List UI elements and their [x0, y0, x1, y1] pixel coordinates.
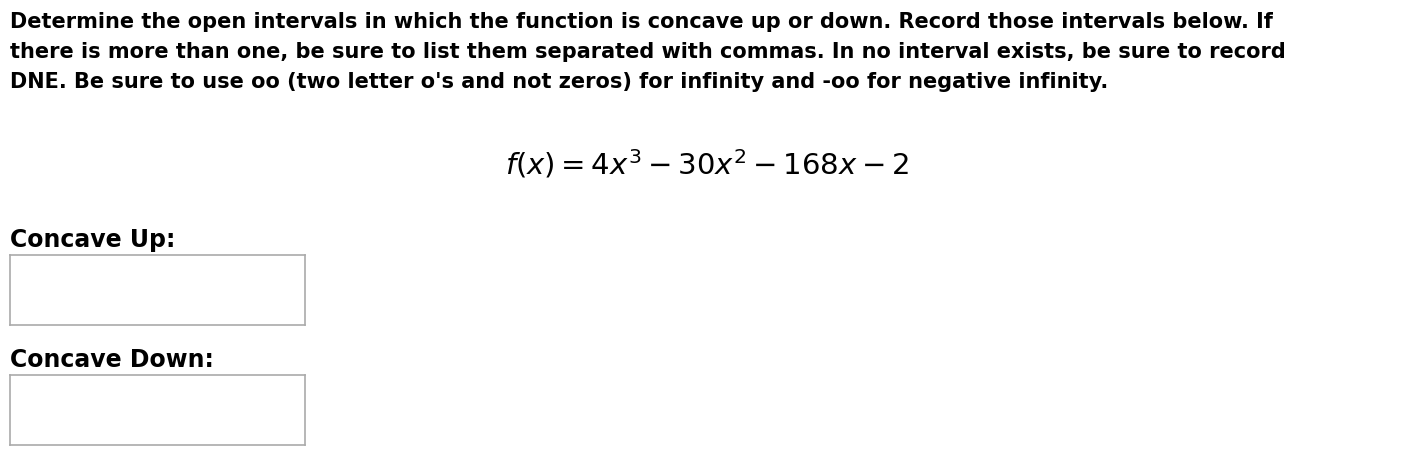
- Text: there is more than one, be sure to list them separated with commas. In no interv: there is more than one, be sure to list …: [10, 42, 1285, 62]
- Text: $f(x) = 4x^3 - 30x^2 - 168x - 2$: $f(x) = 4x^3 - 30x^2 - 168x - 2$: [505, 148, 909, 181]
- Text: Determine the open intervals in which the function is concave up or down. Record: Determine the open intervals in which th…: [10, 12, 1273, 32]
- Text: Concave Up:: Concave Up:: [10, 228, 175, 252]
- Text: Concave Down:: Concave Down:: [10, 348, 214, 372]
- Text: DNE. Be sure to use oo (two letter o's and not zeros) for infinity and -oo for n: DNE. Be sure to use oo (two letter o's a…: [10, 72, 1109, 92]
